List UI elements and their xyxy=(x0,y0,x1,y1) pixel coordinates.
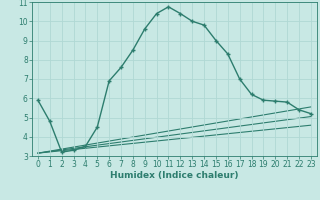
X-axis label: Humidex (Indice chaleur): Humidex (Indice chaleur) xyxy=(110,171,239,180)
